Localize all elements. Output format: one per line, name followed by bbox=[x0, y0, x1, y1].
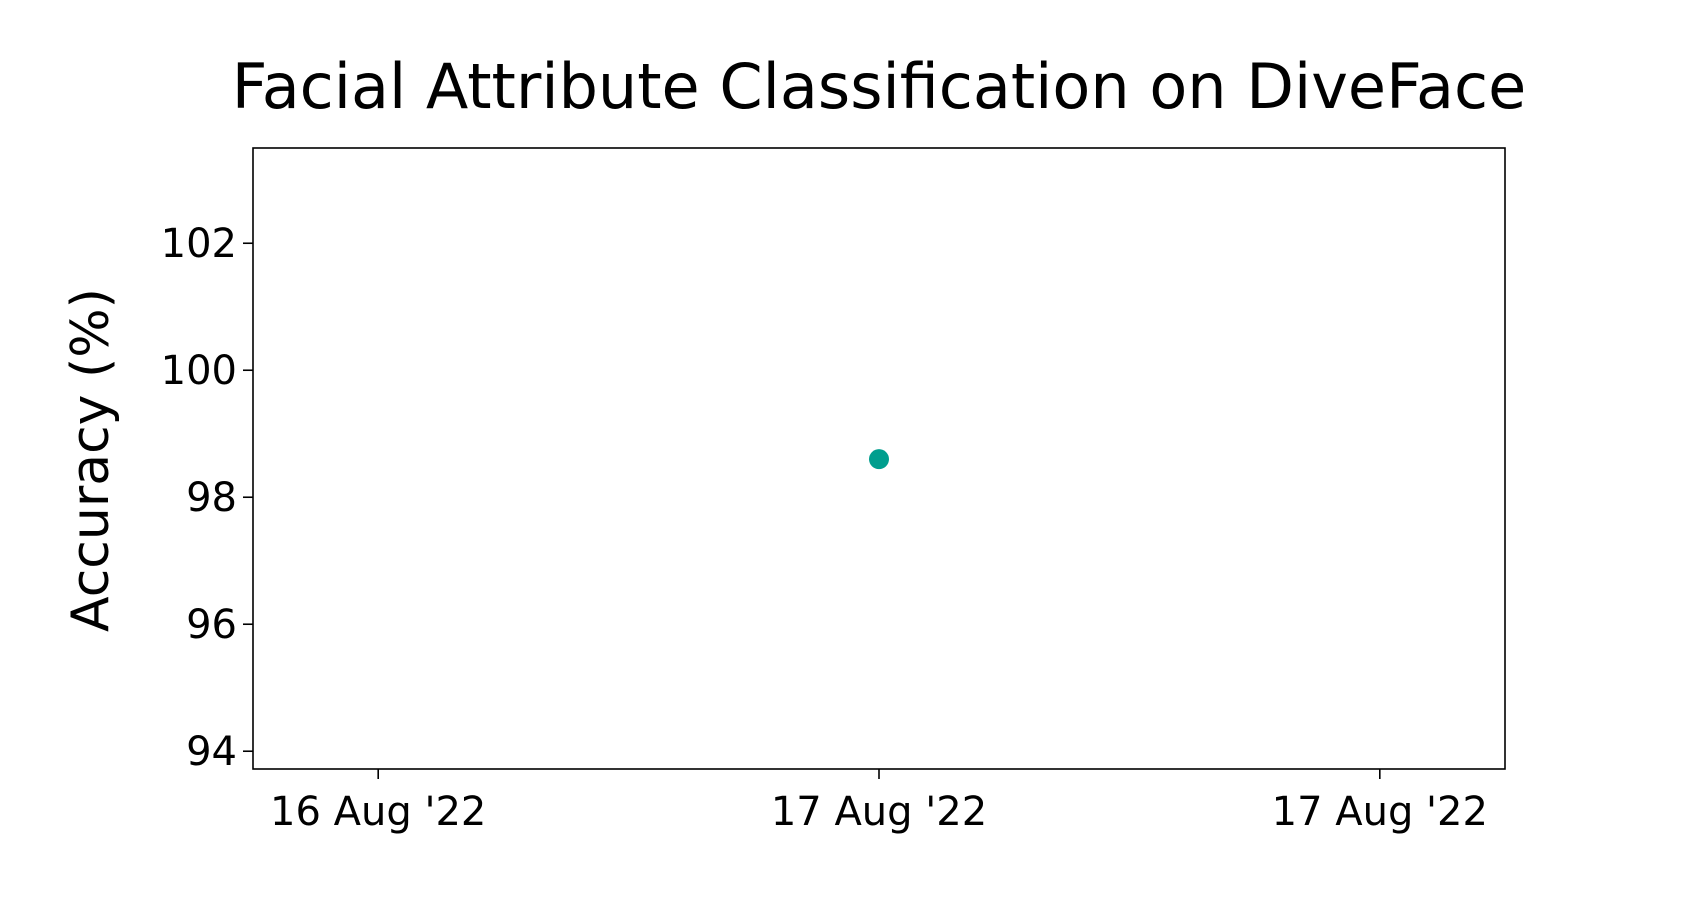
y-tick-label: 98 bbox=[186, 475, 237, 521]
y-axis-label: Accuracy (%) bbox=[61, 288, 121, 632]
point bbox=[869, 449, 889, 470]
y-tick-label: 96 bbox=[186, 602, 237, 648]
y-tick-label: 100 bbox=[161, 348, 237, 394]
y-tick-label: 102 bbox=[161, 221, 237, 267]
y-tick-label: 94 bbox=[186, 729, 237, 775]
x-tick-label: 17 Aug '22 bbox=[1272, 789, 1488, 835]
x-tick-label: 17 Aug '22 bbox=[771, 789, 987, 835]
x-tick-label: 16 Aug '22 bbox=[270, 789, 486, 835]
chart-title: Facial Attribute Classification on DiveF… bbox=[232, 50, 1527, 123]
